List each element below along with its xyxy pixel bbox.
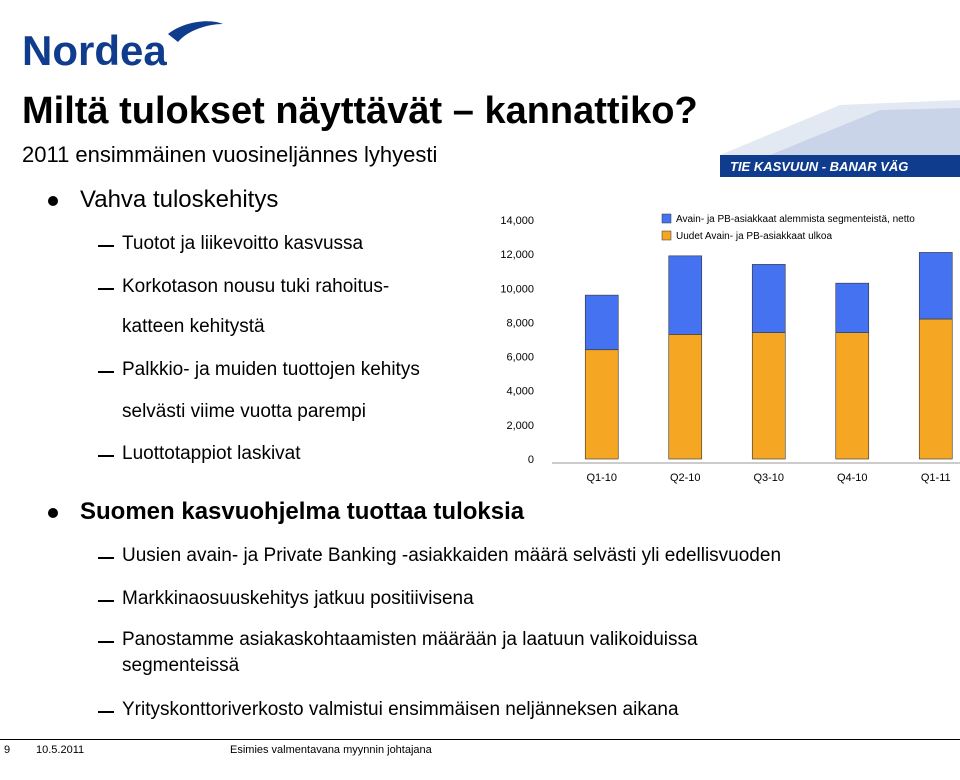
x-axis: Q1-10 Q2-10 Q3-10 Q4-10 Q1-11: [552, 462, 960, 484]
bars: [584, 252, 953, 460]
sub-item: Uusien avain- ja Private Banking -asiakk…: [98, 545, 781, 567]
bar-segment: [835, 282, 870, 333]
slide-subtitle: 2011 ensimmäinen vuosineljännes lyhyesti: [22, 142, 438, 167]
dash-icon: [98, 371, 114, 373]
y-axis: 0 2,000 4,000 6,000 8,000 10,000 12,000 14,000: [500, 215, 534, 466]
nordea-logo: Nordea: [22, 21, 223, 74]
sub-item: Palkkio- ja muiden tuottojen kehitys: [98, 359, 420, 381]
bullet-text: Suomen kasvuohjelma tuottaa tuloksia: [80, 498, 525, 525]
bar-segment: [835, 332, 870, 460]
sub-item: Luottotappiot laskivat: [98, 443, 301, 465]
dash-icon: [98, 557, 114, 559]
footer-divider: [0, 739, 960, 740]
x-tick-label: Q1-11: [921, 472, 951, 484]
y-tick-label: 0: [528, 454, 534, 466]
logo-text: Nordea: [22, 27, 167, 74]
x-tick-label: Q4-10: [837, 472, 868, 484]
y-tick-label: 10,000: [500, 283, 534, 295]
logo-swoosh-icon: [168, 21, 223, 42]
y-tick-label: 6,000: [506, 352, 534, 364]
bar-segment: [751, 264, 786, 333]
bullet-dot-icon: [48, 196, 58, 206]
sub-item: Tuotot ja liikevoitto kasvussa: [98, 233, 363, 255]
sub-item: Yrityskonttoriverkosto valmistui ensimmä…: [98, 699, 679, 721]
y-tick-label: 4,000: [506, 386, 534, 398]
page-number: 9: [4, 744, 11, 756]
bar-segment: [584, 349, 619, 460]
dash-icon: [98, 455, 114, 457]
y-tick-label: 14,000: [500, 215, 534, 227]
slogan-bar: [720, 155, 960, 177]
bar-segment: [668, 255, 703, 335]
bar-segment: [918, 252, 953, 320]
bar-segment: [668, 334, 703, 460]
bar-segment: [751, 332, 786, 460]
x-tick-label: Q2-10: [670, 472, 701, 484]
legend-swatch: [661, 213, 672, 224]
sub-item: Korkotason nousu tuki rahoitus-: [98, 276, 389, 298]
y-tick-label: 12,000: [500, 249, 534, 261]
bullet-text: Vahva tuloskehitys: [80, 186, 279, 213]
bullet-strong-results: Vahva tuloskehitys: [48, 186, 279, 214]
bullet-growth-program: Suomen kasvuohjelma tuottaa tuloksia: [48, 498, 525, 526]
legend: Avain- ja PB-asiakkaat alemmista segment…: [661, 213, 915, 242]
sub-item-continued: katteen kehitystä: [122, 316, 265, 337]
slogan-graphic: TIE KASVUUN - BANAR VÄG: [720, 100, 960, 177]
legend-label: Uudet Avain- ja PB-asiakkaat ulkoa: [676, 231, 832, 242]
dash-icon: [98, 245, 114, 247]
customers-chart: 02,0004,0006,0008,00010,00012,00014,000 …: [500, 213, 960, 484]
bullet-dot-icon: [48, 508, 58, 518]
bar-segment: [584, 294, 619, 351]
footer-caption: Esimies valmentavana myynnin johtajana: [230, 744, 432, 756]
bar-segment: [918, 318, 953, 460]
footer-date: 10.5.2011: [36, 744, 85, 756]
dash-icon: [98, 600, 114, 602]
y-tick-label: 8,000: [506, 317, 534, 329]
dash-icon: [98, 711, 114, 713]
legend-swatch: [661, 230, 672, 241]
x-tick-label: Q1-10: [586, 472, 617, 484]
sub-item-continued: segmenteissä: [122, 655, 240, 676]
slogan-text: TIE KASVUUN - BANAR VÄG: [730, 159, 908, 174]
dash-icon: [98, 288, 114, 290]
dash-icon: [98, 641, 114, 643]
x-tick-label: Q3-10: [753, 472, 784, 484]
sub-item: Markkinaosuuskehitys jatkuu positiivisen…: [98, 588, 474, 610]
sub-item-continued: selvästi viime vuotta parempi: [122, 401, 366, 422]
sub-item: Panostamme asiakaskohtaamisten määrään j…: [98, 629, 698, 651]
slide-title: Miltä tulokset näyttävät – kannattiko?: [22, 90, 698, 132]
legend-label: Avain- ja PB-asiakkaat alemmista segment…: [676, 214, 915, 225]
y-tick-label: 2,000: [506, 420, 534, 432]
